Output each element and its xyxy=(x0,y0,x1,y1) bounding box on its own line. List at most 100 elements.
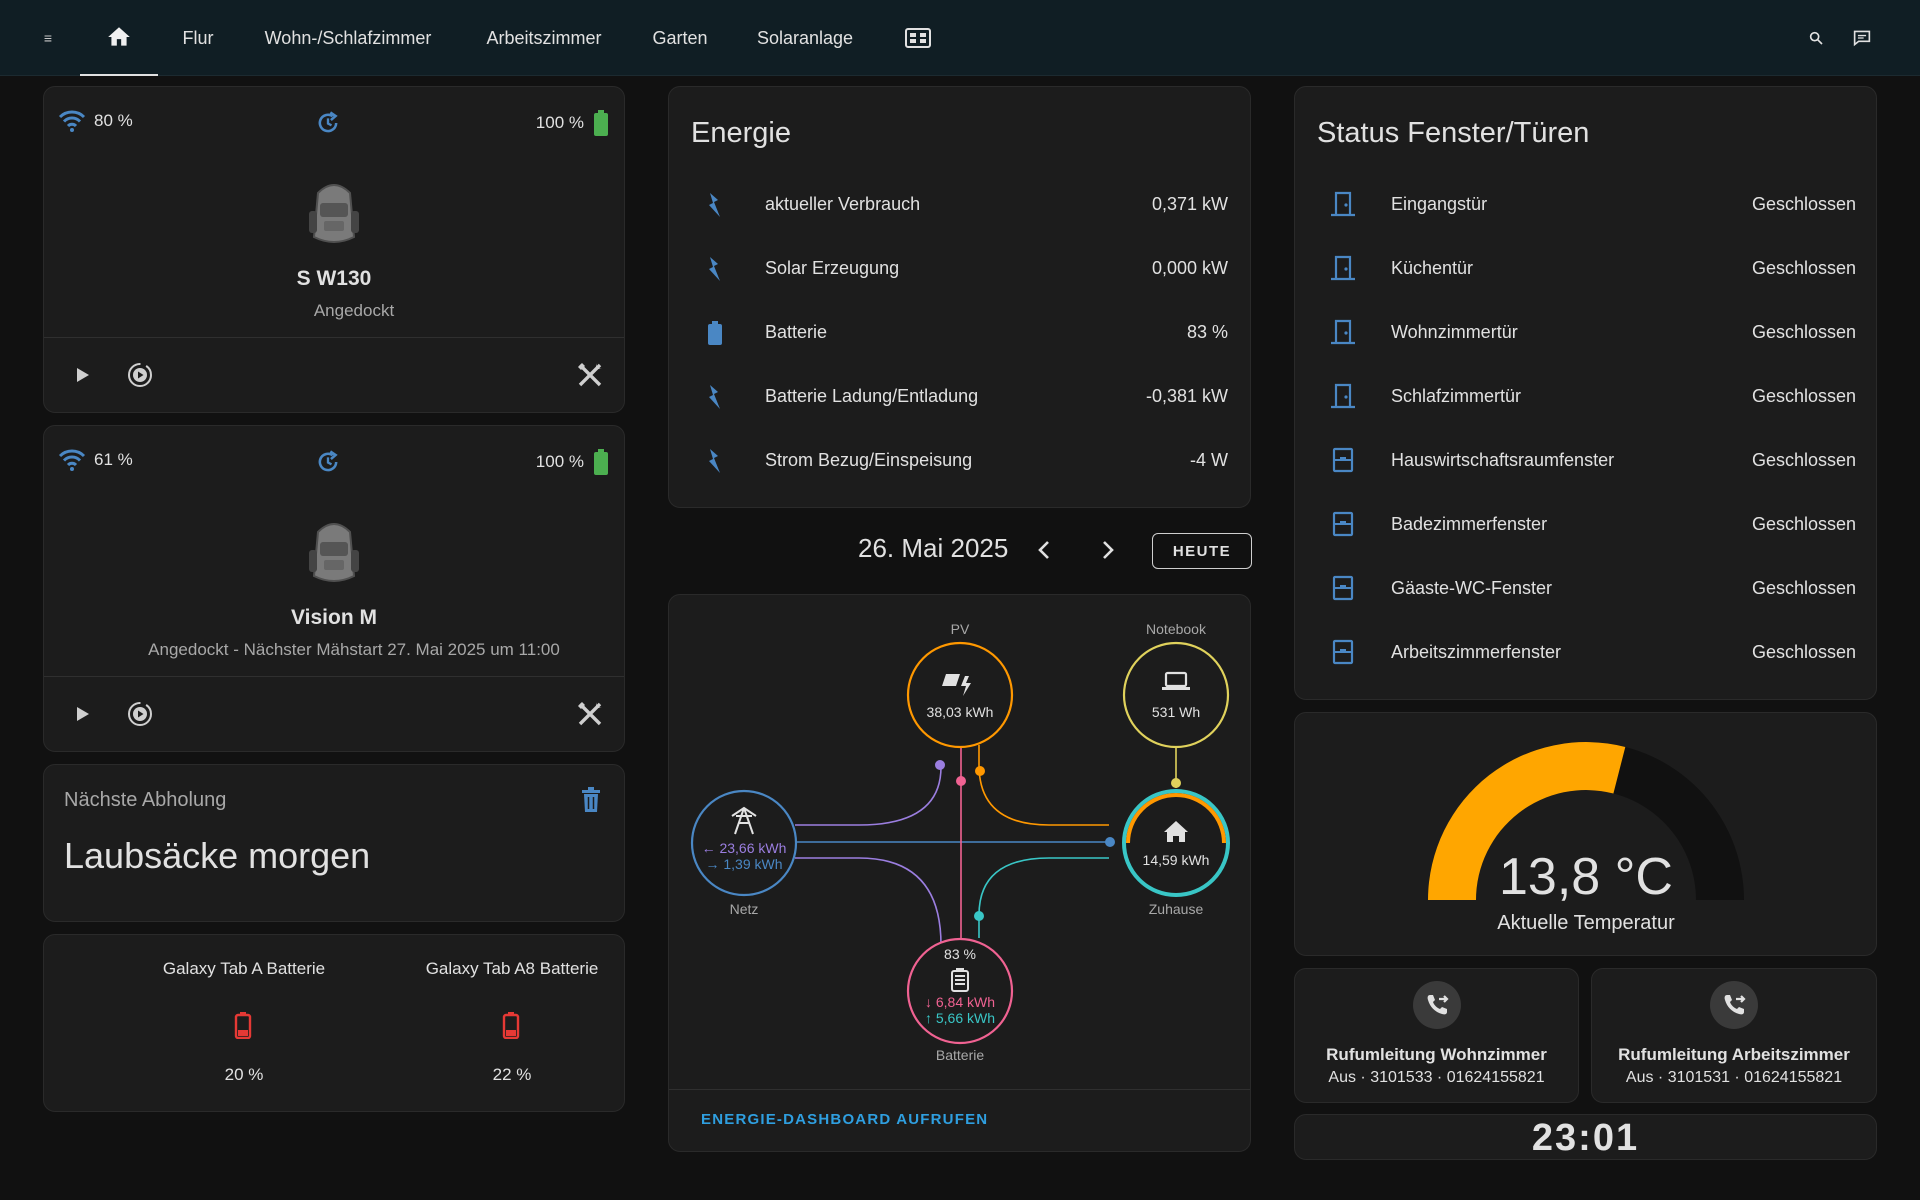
tools-icon xyxy=(578,702,602,726)
flow-dot xyxy=(935,760,945,770)
mower-image xyxy=(306,181,362,254)
tab-arbeitszimmer[interactable]: Arbeitszimmer xyxy=(486,27,602,48)
tab-garten[interactable]: Garten xyxy=(652,27,708,48)
temperature-gauge-card[interactable]: 13,8 °C Aktuelle Temperatur xyxy=(1294,712,1877,956)
mower-card-vision-m: 61 % 100 % Vision M Angedockt - Nächster… xyxy=(43,425,625,752)
sync-icon xyxy=(318,111,338,133)
door-icon xyxy=(1331,383,1355,409)
panel-view-icon xyxy=(905,28,931,48)
clock-time: 23:01 xyxy=(1531,1117,1640,1159)
status-row[interactable]: Schlafzimmertür Geschlossen xyxy=(1295,376,1876,416)
status-row[interactable]: Wohnzimmertür Geschlossen xyxy=(1295,312,1876,352)
tab-wohn-schlafzimmer[interactable]: Wohn-/Schlafzimmer xyxy=(264,27,432,48)
window-closed-icon xyxy=(1332,575,1354,601)
energy-row[interactable]: Strom Bezug/Einspeisung -4 W xyxy=(669,440,1250,480)
energy-title: Energie xyxy=(691,117,791,149)
home-label: Zuhause xyxy=(1149,901,1204,917)
energy-row[interactable]: Batterie 83 % xyxy=(669,312,1250,352)
flash-icon xyxy=(709,257,720,281)
energy-row[interactable]: Batterie Ladung/Entladung -0,381 kW xyxy=(669,376,1250,416)
tablet-battery-name: Galaxy Tab A8 Batterie xyxy=(425,959,599,978)
status-row[interactable]: Hauswirtschaftsraumfenster Geschlossen xyxy=(1295,440,1876,480)
sync-button[interactable] xyxy=(314,448,342,481)
mower-status: Angedockt - Nächster Mähstart 27. Mai 20… xyxy=(148,640,560,659)
today-button[interactable]: HEUTE xyxy=(1152,533,1252,569)
grid-node[interactable] xyxy=(690,789,798,897)
battery-low-icon xyxy=(233,1011,253,1044)
settings-tools-button[interactable] xyxy=(570,355,610,395)
home-icon xyxy=(1164,821,1188,842)
flow-line-pv-home xyxy=(978,745,1109,826)
status-row-label: Schlafzimmertür xyxy=(1391,385,1522,406)
date-label: 26. Mai 2025 xyxy=(858,533,1009,563)
call-forward-toggle[interactable] xyxy=(1412,981,1461,1029)
pickup-value: Laubsäcke morgen xyxy=(64,835,371,876)
clock-card: 23:01 xyxy=(1294,1114,1877,1160)
tab-dashboard-panel[interactable] xyxy=(894,0,942,76)
door-icon xyxy=(1331,319,1355,345)
sync-button[interactable] xyxy=(314,109,342,142)
tab-home[interactable] xyxy=(80,0,158,76)
solar-power-icon xyxy=(942,674,971,696)
tab-flur[interactable]: Flur xyxy=(182,27,214,48)
notebook-label: Notebook xyxy=(1146,621,1207,637)
return-dock-button[interactable] xyxy=(120,694,160,734)
status-row-label: Wohnzimmertür xyxy=(1391,321,1518,342)
status-row[interactable]: Gäaste-WC-Fenster Geschlossen xyxy=(1295,568,1876,608)
battery-out-text: 5,66 kWh xyxy=(936,1010,995,1026)
tab-solaranlage[interactable]: Solaranlage xyxy=(756,27,854,48)
pickup-card: Nächste Abholung Laubsäcke morgen xyxy=(43,764,625,922)
energy-row-label: Batterie xyxy=(765,321,828,342)
battery-full-icon xyxy=(594,449,608,475)
search-button[interactable] xyxy=(1800,22,1832,54)
status-row-value: Geschlossen xyxy=(1751,449,1856,470)
flow-dot xyxy=(1171,778,1181,788)
phone-forward-icon xyxy=(1724,995,1746,1015)
status-row-value: Geschlossen xyxy=(1751,577,1856,598)
flow-dot xyxy=(956,776,966,786)
door-icon xyxy=(1331,255,1355,281)
pv-node[interactable] xyxy=(906,641,1014,749)
mower-wifi: 61 % xyxy=(58,448,133,472)
previous-day-button[interactable] xyxy=(1026,532,1062,568)
notebook-value: 531 Wh xyxy=(1152,704,1200,720)
status-row[interactable]: Arbeitszimmerfenster Geschlossen xyxy=(1295,632,1876,672)
wifi-icon xyxy=(58,110,86,132)
menu-icon[interactable]: ≡ xyxy=(43,30,53,46)
return-dock-button[interactable] xyxy=(120,355,160,395)
next-day-button[interactable] xyxy=(1090,532,1126,568)
call-forward-toggle[interactable] xyxy=(1710,981,1758,1029)
home-icon xyxy=(108,27,130,46)
mower-wifi-value: 61 % xyxy=(94,450,133,469)
tablet-battery-card: Galaxy Tab A Batterie 20 % Galaxy Tab A8… xyxy=(43,934,625,1112)
home-node[interactable] xyxy=(1122,789,1230,897)
wifi-icon xyxy=(58,449,86,471)
energy-row-value: 83 % xyxy=(1186,321,1228,342)
temperature-gauge: 13,8 °C Aktuelle Temperatur xyxy=(1428,742,1744,934)
pv-value: 38,03 kWh xyxy=(927,704,994,720)
flash-icon xyxy=(709,193,720,217)
battery-icon xyxy=(708,321,722,345)
window-door-status-card: Status Fenster/Türen Eingangstür Geschlo… xyxy=(1294,86,1877,700)
chat-icon xyxy=(1853,30,1871,47)
start-mowing-button[interactable] xyxy=(62,694,102,734)
start-mowing-button[interactable] xyxy=(62,355,102,395)
energy-row-value: -4 W xyxy=(1190,449,1228,470)
settings-tools-button[interactable] xyxy=(570,694,610,734)
assist-button[interactable] xyxy=(1846,22,1878,54)
pv-label: PV xyxy=(951,621,970,637)
play-circle-icon xyxy=(128,363,152,387)
status-row[interactable]: Eingangstür Geschlossen xyxy=(1295,184,1876,224)
energy-dashboard-link[interactable]: ENERGIE-DASHBOARD AUFRUFEN xyxy=(701,1111,989,1128)
energy-row[interactable]: Solar Erzeugung 0,000 kW xyxy=(669,248,1250,288)
temperature-label: Aktuelle Temperatur xyxy=(1497,912,1675,934)
notebook-node[interactable] xyxy=(1122,641,1230,749)
energy-row[interactable]: aktueller Verbrauch 0,371 kW xyxy=(669,184,1250,224)
status-row[interactable]: Badezimmerfenster Geschlossen xyxy=(1295,504,1876,544)
status-row[interactable]: Küchentür Geschlossen xyxy=(1295,248,1876,288)
energy-row-label: Strom Bezug/Einspeisung xyxy=(765,449,973,470)
home-ring-segment xyxy=(1126,793,1226,844)
gauge-fill xyxy=(1428,742,1626,900)
trash-button[interactable] xyxy=(580,787,602,818)
temperature-value: 13,8 °C xyxy=(1499,848,1673,906)
